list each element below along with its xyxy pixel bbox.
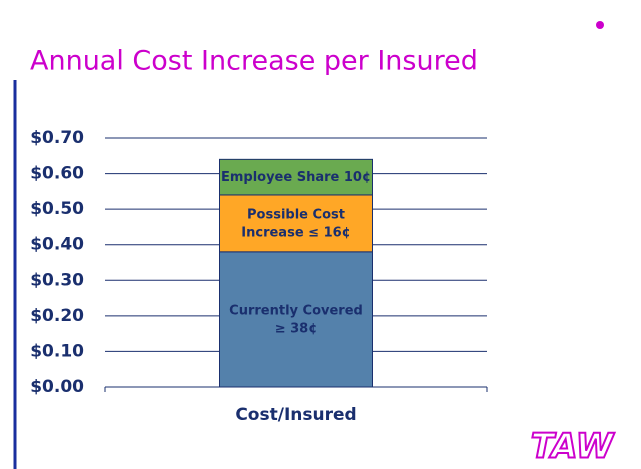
chart-title: Annual Cost Increase per Insured [30,46,478,77]
y-tick-label: $0.20 [30,306,84,326]
data-label: Employee Share 10¢ [221,170,371,185]
label-line: Employee Share 10¢ [221,170,371,185]
y-tick-label: $0.10 [30,341,84,361]
label-line: Possible Cost [247,207,345,222]
y-tick-label: $0.70 [30,128,84,148]
y-tick-label: $0.30 [30,270,84,290]
logo: TAW [531,427,615,467]
y-tick-label: $0.00 [30,377,84,397]
label-line: Currently Covered [229,303,363,318]
label-line: ≥ 38¢ [275,321,318,336]
y-tick-label: $0.40 [30,235,84,255]
y-tick-label: $0.60 [30,164,84,184]
data-label: Possible Cost Increase ≤ 16¢ [241,207,350,240]
dot [596,21,604,29]
bar-segment [219,158,373,196]
y-tick-label: $0.50 [30,199,84,219]
data-label: Currently Covered ≥ 38¢ [229,303,363,336]
label-line: Increase ≤ 16¢ [241,225,350,240]
x-tick-label: Cost/Insured [235,405,356,425]
bar-segment [219,251,373,388]
bar-segment [219,194,373,253]
